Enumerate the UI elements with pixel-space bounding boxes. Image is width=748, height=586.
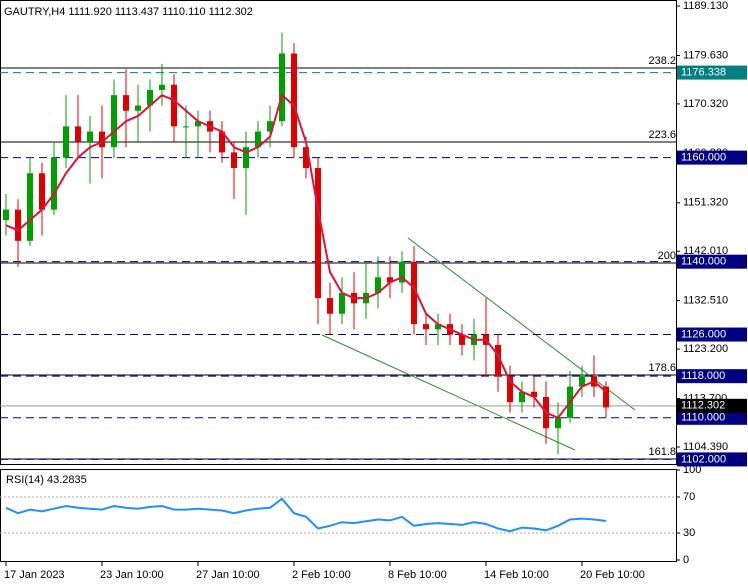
candle-body: [303, 147, 309, 169]
candle-body: [87, 131, 93, 142]
candle-body: [39, 173, 45, 210]
candle-body: [531, 391, 537, 397]
candle-body: [51, 157, 57, 210]
candle-body: [423, 324, 429, 330]
candle-body: [99, 131, 105, 148]
ma-line: [5, 93, 607, 420]
level-box: [677, 327, 747, 342]
fib-label: 178.6: [648, 362, 676, 374]
current-price-box: [677, 398, 747, 413]
fib-label: 161.8: [648, 446, 676, 458]
level-box: [677, 254, 747, 269]
candle-body: [255, 131, 261, 148]
level-label: 1102.000: [681, 453, 726, 465]
candle-body: [507, 376, 513, 403]
candle-body: [315, 168, 321, 299]
rsi-label: RSI(14) 43.2835: [6, 474, 87, 486]
main-panel: [0, 0, 677, 465]
chart-title: GAUTRY,H4 1111.920 1113.437 1110.110 111…: [4, 6, 253, 18]
fib-lines: 238.2 223.6 200 178.6 161.8: [0, 55, 676, 460]
candle-body: [327, 298, 333, 314]
candle-body: [27, 173, 33, 241]
x-tick-label: 27 Jan 10:00: [196, 569, 260, 581]
candle-body: [435, 324, 441, 330]
candle-body: [387, 277, 393, 283]
current-price-label: 1112.302: [681, 400, 725, 412]
candle-body: [555, 417, 561, 429]
level-label: 1176.338: [681, 66, 726, 78]
candle-body: [399, 261, 405, 283]
y-tick-label: 1142.010: [683, 245, 728, 257]
candle-body: [579, 376, 585, 387]
level-label: 1126.000: [681, 328, 726, 340]
x-tick-label: 17 Jan 2023: [4, 569, 65, 581]
x-tick-label: 20 Feb 10:00: [580, 569, 645, 581]
candle-body: [519, 391, 525, 403]
y-tick-label: 1123.200: [683, 343, 728, 355]
candle-body: [183, 126, 189, 128]
level-label: 1140.000: [681, 256, 726, 268]
x-tick-label: 14 Feb 10:00: [484, 569, 549, 581]
candle-body: [147, 89, 153, 106]
candle-body: [195, 121, 201, 127]
x-tick-label: 8 Feb 10:00: [388, 569, 447, 581]
candle-body: [603, 386, 609, 408]
rsi-tick-label: 30: [683, 527, 695, 539]
trend-line: [407, 237, 636, 411]
fib-label: 200: [658, 250, 676, 262]
level-box: [677, 65, 747, 80]
level-box: [677, 150, 747, 165]
rsi-line: [5, 497, 607, 533]
candle-body: [231, 152, 237, 169]
rsi-tick-label: 100: [683, 464, 701, 476]
y-tick-label: 1104.390: [683, 441, 728, 453]
candle-body: [63, 126, 69, 158]
candle-body: [3, 209, 9, 221]
candle-body: [111, 95, 117, 148]
level-box: [677, 452, 747, 467]
y-tick-label: 1170.320: [683, 98, 728, 110]
candle-body: [279, 53, 285, 122]
level-box: [677, 410, 747, 425]
x-tick-label: 23 Jan 10:00: [100, 569, 164, 581]
candle-body: [75, 126, 81, 142]
candle-body: [291, 53, 297, 148]
fib-label: 238.2: [648, 55, 676, 67]
rsi-tick-label: 70: [683, 491, 695, 503]
candle-body: [219, 131, 225, 153]
candle-body: [171, 84, 177, 127]
level-label: 1118.000: [681, 370, 725, 382]
y-tick-label: 1179.630: [683, 49, 728, 61]
candle-body: [123, 95, 129, 111]
candle-body: [135, 105, 141, 111]
candle-body: [375, 277, 381, 293]
level-box: [677, 369, 747, 384]
candle-body: [339, 292, 345, 314]
x-tick-label: 2 Feb 10:00: [292, 569, 351, 581]
fib-label: 223.6: [648, 129, 676, 141]
y-tick-label: 1189.130: [683, 0, 728, 12]
candle-body: [267, 121, 273, 132]
candle-body: [15, 209, 21, 241]
trend-line: [321, 334, 576, 451]
level-label: 1110.000: [681, 412, 725, 424]
candle-body: [495, 344, 501, 377]
y-tick-label: 1151.320: [683, 197, 728, 209]
candle-body: [459, 334, 465, 345]
candle-body: [243, 147, 249, 169]
y-tick-label: 1132.510: [683, 295, 728, 307]
candle-body: [159, 84, 165, 90]
rsi-tick-label: 0: [683, 554, 689, 566]
candle-body: [411, 261, 417, 325]
rsi-panel: [0, 469, 677, 562]
level-label: 1160.000: [681, 152, 726, 164]
